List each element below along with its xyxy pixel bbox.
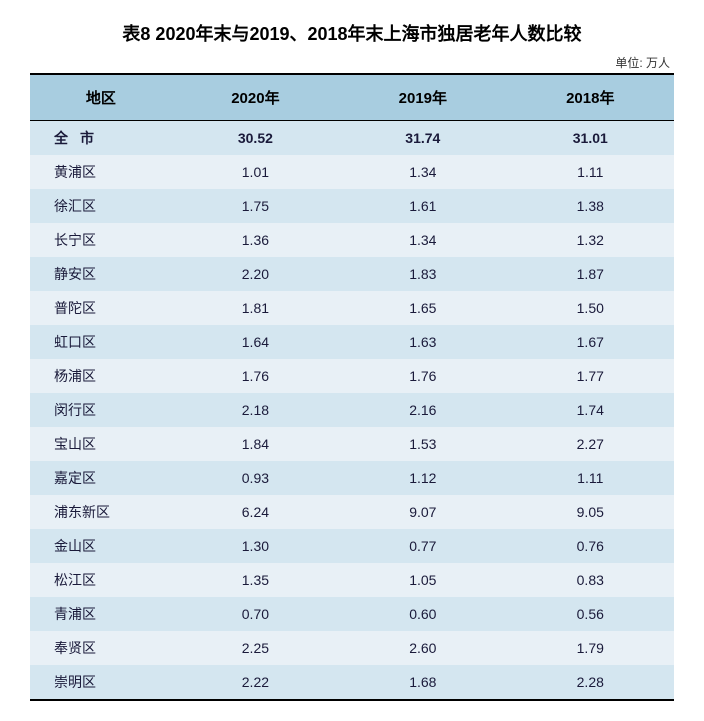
cell-2019: 1.34: [339, 155, 506, 189]
cell-2020: 1.81: [172, 291, 339, 325]
cell-2019: 2.60: [339, 631, 506, 665]
cell-2019: 0.60: [339, 597, 506, 631]
cell-2019: 1.05: [339, 563, 506, 597]
col-header-2019: 2019年: [339, 74, 506, 121]
cell-2019: 1.61: [339, 189, 506, 223]
cell-2018: 1.32: [507, 223, 674, 257]
table-unit: 单位: 万人: [30, 54, 674, 71]
table-row: 普陀区1.811.651.50: [30, 291, 674, 325]
table-row: 奉贤区2.252.601.79: [30, 631, 674, 665]
cell-2019: 1.34: [339, 223, 506, 257]
cell-2020: 1.75: [172, 189, 339, 223]
table-row: 崇明区2.221.682.28: [30, 665, 674, 700]
cell-2019: 1.83: [339, 257, 506, 291]
cell-2020: 2.20: [172, 257, 339, 291]
table-row: 宝山区1.841.532.27: [30, 427, 674, 461]
cell-2019: 1.76: [339, 359, 506, 393]
total-row: 全市30.5231.7431.01: [30, 121, 674, 156]
cell-2020: 1.76: [172, 359, 339, 393]
cell-2020: 1.36: [172, 223, 339, 257]
cell-region: 嘉定区: [30, 461, 172, 495]
cell-2020: 1.84: [172, 427, 339, 461]
cell-2020: 0.93: [172, 461, 339, 495]
cell-region: 杨浦区: [30, 359, 172, 393]
cell-2019: 1.65: [339, 291, 506, 325]
cell-2019: 0.77: [339, 529, 506, 563]
table-row: 嘉定区0.931.121.11: [30, 461, 674, 495]
cell-2020: 1.30: [172, 529, 339, 563]
cell-2018: 1.79: [507, 631, 674, 665]
cell-2020: 2.18: [172, 393, 339, 427]
cell-2020: 1.64: [172, 325, 339, 359]
cell-2020: 6.24: [172, 495, 339, 529]
table-row: 长宁区1.361.341.32: [30, 223, 674, 257]
col-header-2018: 2018年: [507, 74, 674, 121]
col-header-region: 地区: [30, 74, 172, 121]
cell-2018: 1.77: [507, 359, 674, 393]
total-region: 全市: [30, 121, 172, 156]
cell-2018: 1.11: [507, 461, 674, 495]
cell-region: 崇明区: [30, 665, 172, 700]
cell-2018: 1.11: [507, 155, 674, 189]
cell-2019: 1.53: [339, 427, 506, 461]
cell-2020: 2.25: [172, 631, 339, 665]
cell-2018: 9.05: [507, 495, 674, 529]
table-row: 金山区1.300.770.76: [30, 529, 674, 563]
table-row: 浦东新区6.249.079.05: [30, 495, 674, 529]
cell-2018: 1.38: [507, 189, 674, 223]
cell-region: 长宁区: [30, 223, 172, 257]
data-table: 地区 2020年 2019年 2018年 全市30.5231.7431.01黄浦…: [30, 73, 674, 701]
cell-region: 金山区: [30, 529, 172, 563]
cell-2020: 1.35: [172, 563, 339, 597]
cell-2019: 1.68: [339, 665, 506, 700]
cell-2019: 1.63: [339, 325, 506, 359]
cell-2018: 1.74: [507, 393, 674, 427]
cell-2018: 1.67: [507, 325, 674, 359]
cell-2020: 1.01: [172, 155, 339, 189]
cell-2018: 0.76: [507, 529, 674, 563]
cell-2019: 2.16: [339, 393, 506, 427]
table-row: 松江区1.351.050.83: [30, 563, 674, 597]
total-2020: 30.52: [172, 121, 339, 156]
cell-region: 静安区: [30, 257, 172, 291]
cell-region: 徐汇区: [30, 189, 172, 223]
table-row: 青浦区0.700.600.56: [30, 597, 674, 631]
cell-region: 浦东新区: [30, 495, 172, 529]
cell-2019: 9.07: [339, 495, 506, 529]
total-2019: 31.74: [339, 121, 506, 156]
cell-2020: 0.70: [172, 597, 339, 631]
cell-2018: 2.27: [507, 427, 674, 461]
cell-2018: 0.83: [507, 563, 674, 597]
cell-2020: 2.22: [172, 665, 339, 700]
cell-2018: 2.28: [507, 665, 674, 700]
header-row: 地区 2020年 2019年 2018年: [30, 74, 674, 121]
table-row: 徐汇区1.751.611.38: [30, 189, 674, 223]
table-row: 闵行区2.182.161.74: [30, 393, 674, 427]
cell-region: 黄浦区: [30, 155, 172, 189]
table-title: 表8 2020年末与2019、2018年末上海市独居老年人数比较: [30, 20, 674, 46]
cell-region: 普陀区: [30, 291, 172, 325]
col-header-2020: 2020年: [172, 74, 339, 121]
table-body: 全市30.5231.7431.01黄浦区1.011.341.11徐汇区1.751…: [30, 121, 674, 701]
table-row: 静安区2.201.831.87: [30, 257, 674, 291]
table-row: 黄浦区1.011.341.11: [30, 155, 674, 189]
cell-2019: 1.12: [339, 461, 506, 495]
cell-region: 奉贤区: [30, 631, 172, 665]
cell-region: 宝山区: [30, 427, 172, 461]
cell-2018: 0.56: [507, 597, 674, 631]
table-row: 杨浦区1.761.761.77: [30, 359, 674, 393]
total-2018: 31.01: [507, 121, 674, 156]
cell-2018: 1.87: [507, 257, 674, 291]
cell-2018: 1.50: [507, 291, 674, 325]
cell-region: 虹口区: [30, 325, 172, 359]
cell-region: 青浦区: [30, 597, 172, 631]
cell-region: 闵行区: [30, 393, 172, 427]
table-row: 虹口区1.641.631.67: [30, 325, 674, 359]
cell-region: 松江区: [30, 563, 172, 597]
